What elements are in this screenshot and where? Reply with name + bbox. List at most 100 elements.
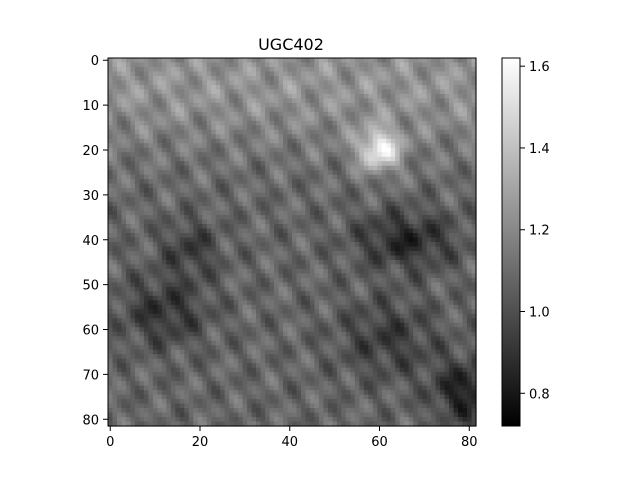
heatmap-cell [260, 228, 266, 234]
heatmap-cell [372, 255, 378, 261]
heatmap-cell [449, 197, 455, 203]
heatmap-cell [377, 322, 383, 328]
heatmap-cell [314, 120, 320, 126]
heatmap-cell [215, 80, 221, 86]
heatmap-cell [471, 282, 477, 288]
heatmap-cell [278, 156, 284, 162]
heatmap-cell [161, 75, 167, 82]
heatmap-cell [435, 129, 441, 135]
heatmap-cell [413, 273, 419, 279]
heatmap-cell [224, 277, 230, 283]
heatmap-cell [336, 120, 342, 126]
heatmap-cell [224, 66, 230, 73]
heatmap-cell [202, 237, 208, 243]
heatmap-cell [292, 322, 298, 328]
heatmap-cell [229, 102, 235, 108]
heatmap-cell [453, 138, 459, 144]
heatmap-cell [278, 255, 284, 261]
heatmap-cell [381, 174, 387, 180]
heatmap-cell [363, 322, 369, 328]
heatmap-cell [314, 233, 320, 239]
heatmap-cell [300, 179, 307, 185]
heatmap-cell [148, 98, 154, 104]
heatmap-cell [305, 143, 311, 149]
heatmap-cell [108, 268, 114, 275]
heatmap-cell [431, 322, 437, 328]
heatmap-cell [377, 286, 383, 292]
heatmap-cell [377, 89, 383, 95]
heatmap-cell [220, 143, 226, 149]
heatmap-cell [390, 224, 396, 230]
heatmap-cell [193, 156, 199, 162]
heatmap-cell [449, 318, 455, 324]
heatmap-cell [318, 111, 325, 117]
heatmap-cell [278, 147, 284, 153]
heatmap-cell [426, 102, 432, 108]
heatmap-cell [143, 327, 149, 333]
heatmap-cell [148, 215, 154, 221]
heatmap-cell [327, 156, 333, 162]
heatmap-cell [139, 327, 145, 333]
heatmap-cell [265, 286, 271, 292]
heatmap-cell [274, 264, 280, 270]
heatmap-cell [152, 174, 158, 180]
heatmap-cell [166, 111, 172, 117]
heatmap-cell [265, 147, 271, 153]
heatmap-cell [233, 58, 239, 64]
heatmap-cell [157, 322, 163, 328]
heatmap-cell [336, 156, 342, 162]
heatmap-cell [220, 102, 226, 108]
heatmap-cell [372, 300, 378, 306]
heatmap-cell [363, 129, 369, 135]
heatmap-cell [242, 255, 248, 261]
heatmap-cell [260, 170, 266, 176]
heatmap-cell [166, 215, 172, 221]
heatmap-cell [377, 102, 383, 108]
heatmap-cell [224, 237, 230, 243]
heatmap-cell [211, 179, 217, 185]
heatmap-cell [318, 309, 325, 315]
heatmap-cell [309, 197, 316, 203]
heatmap-cell [341, 228, 347, 234]
heatmap-cell [116, 192, 123, 198]
heatmap-cell [143, 147, 149, 153]
heatmap-cell [417, 75, 423, 82]
heatmap-cell [175, 206, 181, 212]
heatmap-cell [112, 156, 118, 162]
heatmap-cell [220, 192, 226, 198]
heatmap-cell [188, 138, 194, 144]
heatmap-cell [368, 259, 374, 266]
heatmap-cell [399, 255, 405, 261]
heatmap-cell [130, 188, 136, 194]
heatmap-cell [242, 322, 248, 328]
heatmap-cell [247, 66, 253, 73]
heatmap-cell [296, 273, 302, 279]
heatmap-cell [395, 246, 401, 252]
heatmap-cell [130, 224, 136, 230]
heatmap-cell [386, 197, 392, 203]
heatmap-cell [278, 206, 284, 212]
heatmap-cell [287, 309, 293, 315]
heatmap-cell [274, 304, 280, 310]
heatmap-cell [193, 129, 199, 135]
heatmap-cell [220, 286, 226, 292]
heatmap-cell [112, 89, 118, 95]
heatmap-cell [188, 174, 194, 180]
heatmap-cell [247, 120, 253, 126]
heatmap-cell [283, 237, 289, 243]
heatmap-cell [184, 75, 190, 82]
heatmap-cell [206, 75, 212, 82]
heatmap-cell [417, 327, 423, 333]
heatmap-cell [116, 215, 123, 221]
heatmap-cell [426, 259, 432, 266]
heatmap-cell [116, 84, 123, 91]
heatmap-cell [426, 215, 432, 221]
heatmap-cell [112, 273, 118, 279]
heatmap-cell [449, 327, 455, 333]
heatmap-cell [139, 93, 145, 99]
heatmap-cell [471, 259, 477, 266]
heatmap-cell [444, 322, 450, 328]
heatmap-cell [309, 152, 316, 158]
heatmap-cell [309, 179, 316, 185]
heatmap-cell [260, 98, 266, 104]
